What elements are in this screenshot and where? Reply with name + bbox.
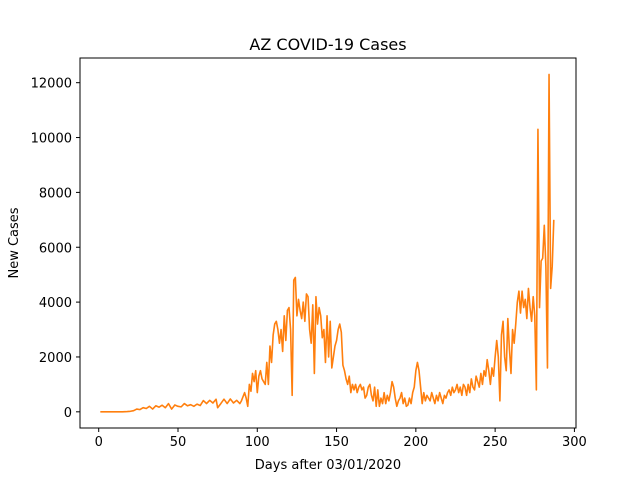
- plot-frame: [79, 57, 577, 429]
- y-tick-label: 10000: [31, 132, 72, 147]
- y-tick-label: 2000: [39, 351, 72, 366]
- x-tick-label: 250: [483, 435, 508, 450]
- y-tick-label: 6000: [39, 241, 72, 256]
- chart-title: AZ COVID-19 Cases: [249, 35, 406, 54]
- x-tick-label: 150: [324, 435, 349, 450]
- y-tick-label: 12000: [31, 77, 72, 92]
- x-tick-label: 0: [95, 435, 103, 450]
- x-tick-label: 200: [403, 435, 428, 450]
- y-tick-label: 4000: [39, 296, 72, 311]
- series-layer: [100, 73, 555, 413]
- x-tick-label: 100: [245, 435, 270, 450]
- x-tick-label: 50: [170, 435, 187, 450]
- x-axis-ticks: 0 50 100 150 200 250 300: [95, 428, 587, 450]
- y-axis-label: New Cases: [7, 207, 22, 278]
- y-tick-label: 0: [64, 406, 72, 421]
- y-axis-ticks: 0 2000 4000 6000 8000 10000 12000: [31, 77, 80, 421]
- series-line-0: [100, 73, 555, 413]
- x-axis-label: Days after 03/01/2020: [255, 458, 401, 473]
- y-tick-label: 8000: [39, 186, 72, 201]
- x-tick-label: 300: [562, 435, 587, 450]
